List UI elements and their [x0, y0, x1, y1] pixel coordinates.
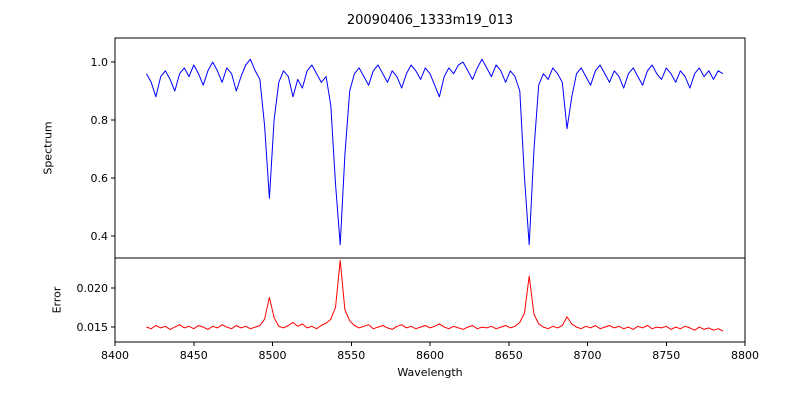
y-tick-label: 0.020	[77, 282, 109, 295]
y-axis-label-error: Error	[50, 286, 64, 314]
spectrum-axes-box	[114, 37, 746, 259]
y-tick-label: 0.6	[91, 172, 109, 185]
x-tick-label: 8800	[731, 349, 759, 362]
y-axis-label-spectrum: Spectrum	[41, 121, 55, 175]
spectrum-line	[146, 58, 724, 246]
x-tick-label: 8750	[652, 349, 680, 362]
y-tick-label: 0.8	[91, 114, 109, 127]
x-tick-label: 8700	[574, 349, 602, 362]
x-tick-label: 8650	[495, 349, 523, 362]
y-tick-label: 1.0	[91, 56, 109, 69]
x-axis-label: Wavelength	[397, 366, 463, 379]
x-tick-label: 8450	[180, 349, 208, 362]
error-line	[146, 259, 724, 332]
x-tick-label: 8550	[337, 349, 365, 362]
figure-title: 20090406_1333m19_013	[346, 13, 514, 28]
x-tick-label: 8600	[416, 349, 444, 362]
error-axes-box	[114, 257, 746, 343]
y-tick-label: 0.015	[77, 321, 109, 334]
y-tick-label: 0.4	[91, 230, 109, 243]
x-tick-label: 8400	[101, 349, 129, 362]
x-tick-label: 8500	[259, 349, 287, 362]
